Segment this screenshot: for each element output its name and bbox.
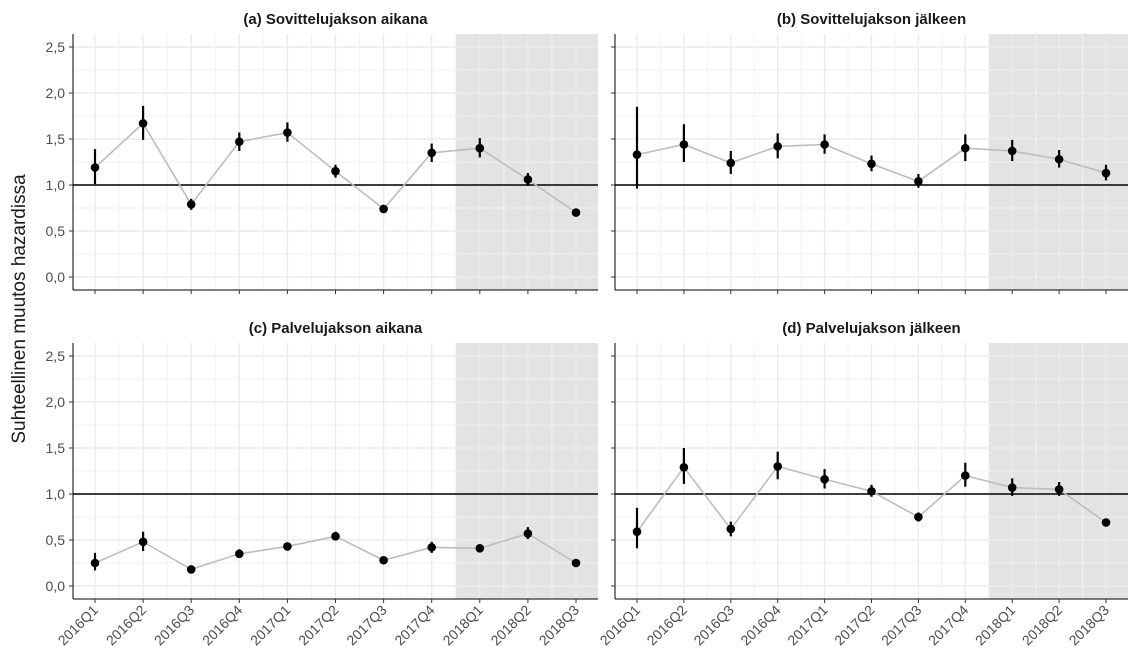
- data-point: [961, 143, 970, 153]
- data-point: [679, 140, 689, 149]
- data-point: [331, 532, 340, 541]
- data-point: [283, 128, 292, 137]
- panel-b: (b) Sovittelujakson jälkeen: [611, 11, 1128, 294]
- data-point: [138, 537, 148, 547]
- panel-c: 0,0 0,5 1,0 1,5 2,0 2,5 2016Q1 2016Q2 2016Q3 2016…: [46, 320, 598, 648]
- x-tick-label: 2018Q3: [536, 602, 583, 649]
- data-point: [138, 119, 148, 128]
- x-tick-label: 2018Q2: [1019, 602, 1066, 649]
- data-point: [1054, 154, 1064, 164]
- y-tick-label: 1,0: [46, 486, 66, 502]
- panels-container: 0,0 0,5 1,0 1,5 2,0 2,5 (a) Sovittelujakson ai…: [46, 11, 1128, 648]
- y-axis-label: Suhteellinen muutos hazardissa: [9, 174, 30, 444]
- x-tick-label: 2016Q4: [737, 602, 784, 649]
- x-tick-label: 2018Q1: [972, 602, 1019, 649]
- data-point: [1007, 146, 1017, 156]
- panel-title: (b) Sovittelujakson jälkeen: [777, 11, 966, 28]
- y-tick-label: 0,5: [46, 532, 66, 548]
- data-point: [1101, 518, 1111, 527]
- y-tick-label: 2,5: [46, 39, 66, 55]
- data-point: [726, 158, 736, 168]
- x-tick-label: 2018Q2: [487, 602, 534, 649]
- data-point: [820, 474, 829, 484]
- x-tick-label: 2018Q1: [439, 602, 486, 649]
- x-tick-label: 2017Q4: [391, 602, 438, 649]
- data-point: [235, 137, 244, 147]
- data-point: [90, 558, 100, 568]
- data-point: [632, 527, 642, 537]
- data-point: [1007, 483, 1017, 492]
- data-point: [331, 166, 340, 176]
- y-tick-label: 2,5: [46, 348, 66, 364]
- data-point: [523, 529, 533, 538]
- data-point: [773, 462, 782, 471]
- y-tick-label: 0,0: [46, 578, 66, 594]
- x-tick-label: 2017Q1: [784, 602, 831, 649]
- y-tick-label: 2,0: [46, 85, 66, 101]
- data-point: [427, 543, 437, 552]
- data-point: [427, 148, 437, 158]
- x-tick-label: 2016Q2: [103, 602, 150, 649]
- data-point: [679, 463, 689, 472]
- y-tick-label: 0,0: [46, 269, 66, 285]
- data-point: [186, 200, 196, 209]
- panel-d: 2016Q1 2016Q2 2016Q3 2016Q4 2017Q1 2017Q2 2017…: [597, 320, 1128, 648]
- y-tick-label: 0,5: [46, 223, 66, 239]
- data-point: [1101, 168, 1111, 178]
- data-point: [235, 549, 244, 559]
- data-point: [867, 486, 876, 496]
- data-point: [379, 204, 388, 214]
- panel-title: (a) Sovittelujakson aikana: [243, 11, 428, 28]
- data-point: [523, 175, 533, 184]
- data-point: [571, 208, 581, 217]
- data-point: [379, 555, 388, 565]
- panel-title: (c) Palvelujakson aikana: [249, 320, 423, 337]
- data-point: [571, 558, 581, 568]
- data-point: [867, 159, 876, 169]
- x-tick-label: 2016Q2: [643, 602, 690, 649]
- y-tick-label: 1,0: [46, 177, 66, 193]
- data-point: [475, 543, 485, 553]
- x-tick-label: 2018Q3: [1066, 602, 1113, 649]
- x-tick-label: 2016Q3: [690, 602, 737, 649]
- x-tick-label: 2016Q1: [597, 602, 644, 649]
- panel-title: (d) Palvelujakson jälkeen: [782, 320, 960, 337]
- data-point: [914, 177, 923, 186]
- data-point: [1054, 485, 1064, 494]
- data-point: [186, 565, 196, 574]
- x-tick-label: 2017Q3: [878, 602, 925, 649]
- panel-a: 0,0 0,5 1,0 1,5 2,0 2,5 (a) Sovittelujakson ai…: [46, 11, 598, 294]
- x-tick-label: 2017Q2: [831, 602, 878, 649]
- data-point: [475, 143, 485, 153]
- data-point: [914, 512, 923, 522]
- data-point: [726, 524, 736, 534]
- y-tick-label: 1,5: [46, 440, 66, 456]
- data-point: [283, 542, 292, 551]
- x-tick-label: 2016Q3: [151, 602, 198, 649]
- x-tick-label: 2016Q1: [55, 602, 102, 649]
- x-tick-label: 2017Q1: [247, 602, 294, 649]
- y-tick-label: 2,0: [46, 394, 66, 410]
- data-point: [773, 142, 782, 151]
- x-tick-label: 2017Q2: [295, 602, 342, 649]
- y-tick-label: 1,5: [46, 131, 66, 147]
- x-tick-label: 2016Q4: [199, 602, 246, 649]
- x-tick-label: 2017Q4: [925, 602, 972, 649]
- x-tick-label: 2017Q3: [343, 602, 390, 649]
- data-point: [90, 163, 100, 172]
- data-point: [820, 140, 829, 149]
- data-point: [632, 150, 642, 159]
- data-point: [961, 471, 970, 480]
